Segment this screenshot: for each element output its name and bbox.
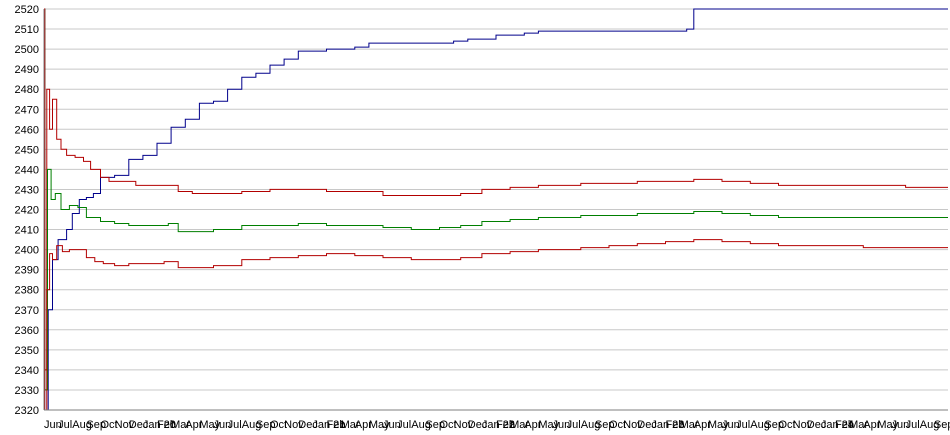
- y-tick-label: 2390: [15, 265, 39, 277]
- x-tick-label: Nov: [284, 419, 304, 431]
- x-tick-label: Oct: [609, 419, 626, 431]
- y-tick-label: 2370: [15, 305, 39, 317]
- x-tick-label: Dec: [468, 419, 488, 431]
- x-tick-label: May: [877, 419, 898, 431]
- x-tick-label: Oct: [270, 419, 287, 431]
- x-tick-label: Mar: [510, 419, 529, 431]
- x-tick-label: Aug: [581, 419, 601, 431]
- y-tick-label: 2350: [15, 345, 39, 357]
- y-axis-ticks: 2320 2330 2340 2350 2360 2370 2380 2390 2400 2410…: [15, 4, 39, 417]
- x-tick-label: Jul: [58, 419, 72, 431]
- x-tick-label: Dec: [807, 419, 827, 431]
- y-tick-label: 2510: [15, 24, 39, 36]
- x-tick-label: Sep: [86, 419, 106, 431]
- x-tick-label: Oct: [440, 419, 457, 431]
- x-tick-label: Sep: [595, 419, 615, 431]
- x-tick-label: Feb: [835, 419, 854, 431]
- x-tick-label: Sep: [256, 419, 276, 431]
- x-tick-label: Mar: [341, 419, 360, 431]
- x-tick-label: Aug: [72, 419, 92, 431]
- x-tick-label: May: [369, 419, 390, 431]
- x-tick-label: Mar: [680, 419, 699, 431]
- x-tick-label: Jan 21: [312, 419, 345, 431]
- x-tick-label: May: [199, 419, 220, 431]
- y-tick-label: 2420: [15, 205, 39, 217]
- x-tick-label: Apr: [694, 419, 711, 431]
- x-tick-label: May: [708, 419, 729, 431]
- y-tick-label: 2400: [15, 245, 39, 257]
- y-tick-label: 2430: [15, 184, 39, 196]
- series-line-4: [44, 8, 948, 411]
- x-tick-label: Jan 22: [482, 419, 515, 431]
- x-tick-label: Jul: [906, 419, 920, 431]
- x-tick-label: Jun: [722, 419, 740, 431]
- y-tick-label: 2380: [15, 285, 39, 297]
- x-tick-label: Aug: [750, 419, 770, 431]
- x-tick-label: Feb: [666, 419, 685, 431]
- x-tick-label: Aug: [920, 419, 940, 431]
- y-tick-label: 2520: [15, 4, 39, 16]
- x-tick-label: Aug: [242, 419, 262, 431]
- x-tick-label: Feb: [327, 419, 346, 431]
- x-tick-label: Sep: [764, 419, 784, 431]
- x-tick-label: Aug: [411, 419, 431, 431]
- x-tick-label: Jun: [44, 419, 62, 431]
- x-tick-label: Mar: [849, 419, 868, 431]
- x-tick-label: Apr: [355, 419, 372, 431]
- x-tick-label: Nov: [454, 419, 474, 431]
- series-line-3: [44, 8, 948, 391]
- y-tick-label: 2470: [15, 104, 39, 116]
- x-tick-label: Mar: [171, 419, 190, 431]
- series-line-1: [44, 8, 948, 411]
- x-tick-label: Nov: [793, 419, 813, 431]
- y-tick-label: 2450: [15, 144, 39, 156]
- y-tick-label: 2410: [15, 225, 39, 237]
- x-tick-label: Dec: [298, 419, 318, 431]
- y-tick-label: 2360: [15, 325, 39, 337]
- x-tick-label: Jul: [228, 419, 242, 431]
- x-tick-label: Jun: [214, 419, 232, 431]
- grid: [44, 8, 948, 411]
- x-tick-label: Dec: [637, 419, 657, 431]
- x-tick-label: Jul: [567, 419, 581, 431]
- x-tick-label: Nov: [623, 419, 643, 431]
- series-group: [44, 8, 948, 411]
- x-tick-label: Jan 23: [651, 419, 684, 431]
- x-tick-label: Sep: [425, 419, 445, 431]
- x-tick-label: Apr: [524, 419, 541, 431]
- y-tick-label: 2490: [15, 64, 39, 76]
- series-line-2: [44, 8, 948, 371]
- x-tick-label: Feb: [496, 419, 515, 431]
- x-tick-label: Oct: [779, 419, 796, 431]
- x-tick-label: Jul: [736, 419, 750, 431]
- x-tick-label: Jun: [553, 419, 571, 431]
- y-tick-label: 2480: [15, 84, 39, 96]
- x-tick-label: Jun: [383, 419, 401, 431]
- x-tick-label: May: [538, 419, 559, 431]
- y-tick-label: 2340: [15, 365, 39, 377]
- x-tick-label: Feb: [157, 419, 176, 431]
- x-tick-label: Apr: [863, 419, 880, 431]
- y-tick-label: 2330: [15, 385, 39, 397]
- x-tick-label: Jan 24: [821, 419, 854, 431]
- y-tick-label: 2320: [15, 405, 39, 417]
- x-tick-label: Jan 20: [143, 419, 176, 431]
- x-tick-label: Jul: [397, 419, 411, 431]
- y-tick-label: 2440: [15, 164, 39, 176]
- y-tick-label: 2460: [15, 124, 39, 136]
- y-tick-label: 2500: [15, 44, 39, 56]
- x-tick-label: Oct: [101, 419, 118, 431]
- x-tick-label: Apr: [185, 419, 202, 431]
- x-tick-label: Sep: [934, 419, 950, 431]
- x-tick-label: Jun: [892, 419, 910, 431]
- x-tick-label: Dec: [129, 419, 149, 431]
- x-tick-label: Nov: [115, 419, 135, 431]
